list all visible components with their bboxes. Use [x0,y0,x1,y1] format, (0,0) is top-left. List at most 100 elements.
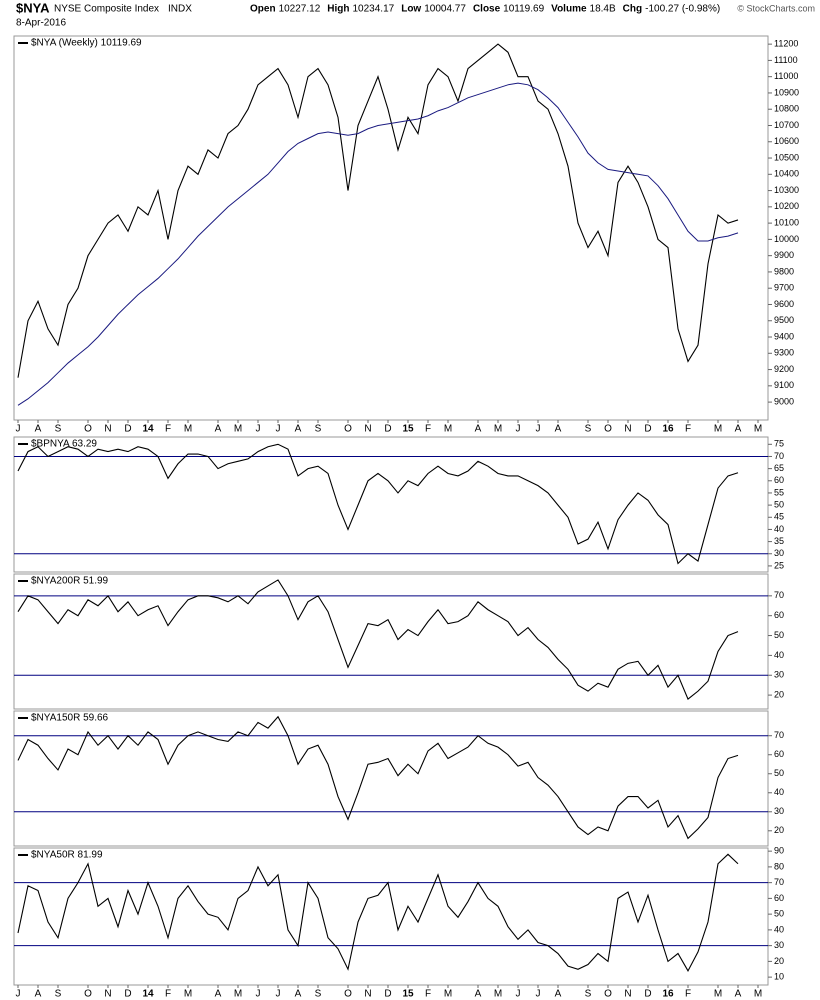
y-tick-label: 9300 [774,348,794,358]
y-tick-label: 9800 [774,266,794,276]
x-tick-label: 15 [402,989,414,1000]
y-tick-label: 30 [774,548,784,558]
y-tick-label: 10900 [774,87,799,97]
x-tick-label: S [55,424,62,435]
legend-label: $NYA200R 51.99 [31,576,109,587]
x-tick-label: J [276,424,281,435]
quote-value: 18.4B [590,4,616,15]
x-tick-label: A [215,989,222,1000]
x-tick-label: S [315,424,322,435]
x-tick-label: N [364,989,371,1000]
y-tick-label: 40 [774,787,784,797]
x-tick-label: A [35,989,42,1000]
y-tick-label: 70 [774,730,784,740]
x-tick-label: M [234,424,242,435]
y-tick-label: 50 [774,909,784,919]
x-tick-label: A [475,424,482,435]
y-tick-label: 9100 [774,380,794,390]
y-tick-label: 40 [774,650,784,660]
y-tick-label: 9700 [774,283,794,293]
x-tick-label: M [754,424,762,435]
series-line [17,43,739,378]
y-tick-label: 60 [774,749,784,759]
x-tick-label: D [384,424,391,435]
y-tick-label: 11100 [774,55,798,65]
y-tick-label: 9200 [774,364,794,374]
legend-label: $NYA150R 59.66 [31,713,109,724]
x-tick-label: F [165,989,171,1000]
y-tick-label: 50 [774,499,784,509]
panel-frame [13,573,769,710]
y-tick-label: 9900 [774,250,794,260]
y-tick-label: 70 [774,590,784,600]
x-tick-label: 16 [662,424,674,435]
x-tick-label: J [276,989,281,1000]
y-tick-label: 10 [774,972,784,982]
series-line [17,443,739,565]
x-tick-label: S [585,424,592,435]
x-tick-label: M [494,424,502,435]
x-tick-label: A [555,989,562,1000]
date: 8-Apr-2016 [16,18,66,29]
y-tick-label: 60 [774,610,784,620]
x-tick-label: 15 [402,424,414,435]
quote-value: 10227.12 [279,4,321,15]
y-tick-label: 50 [774,768,784,778]
x-tick-label: J [516,424,521,435]
x-tick-label: 14 [142,424,154,435]
legend-label: $NYA50R 81.99 [31,850,103,861]
index-name: NYSE Composite Index [54,4,159,15]
x-tick-label: J [16,989,21,1000]
x-tick-label: D [644,424,651,435]
quote-value: 10119.69 [503,4,544,15]
series-line [17,715,739,840]
y-tick-label: 40 [774,924,784,934]
x-tick-label: F [425,424,431,435]
x-tick-label: A [295,424,302,435]
credit: © StockCharts.com [737,3,815,13]
x-tick-label: O [344,989,352,1000]
series-line [17,853,739,972]
y-tick-label: 60 [774,475,784,485]
y-tick-label: 60 [774,893,784,903]
quote-label: Volume [551,4,587,15]
x-tick-label: N [624,989,631,1000]
x-tick-label: A [735,989,742,1000]
y-tick-label: 10200 [774,201,799,211]
quote-value: 10004.77 [424,4,466,15]
x-tick-label: A [475,989,482,1000]
x-tick-label: A [215,424,222,435]
x-tick-label: A [35,424,42,435]
x-tick-label: S [55,989,62,1000]
x-tick-label: N [104,424,111,435]
x-tick-label: D [384,989,391,1000]
x-tick-label: O [604,424,612,435]
y-tick-label: 10700 [774,120,799,130]
x-tick-label: 14 [142,989,154,1000]
y-tick-label: 10400 [774,169,799,179]
y-tick-label: 9600 [774,299,794,309]
x-tick-label: O [344,424,352,435]
y-tick-label: 10300 [774,185,799,195]
x-tick-label: M [714,989,722,1000]
y-tick-label: 55 [774,487,784,497]
y-tick-label: 70 [774,451,784,461]
x-tick-label: N [624,424,631,435]
x-tick-label: D [124,989,131,1000]
series-line [17,82,739,406]
x-tick-label: S [315,989,322,1000]
x-tick-label: M [714,424,722,435]
y-tick-label: 25 [774,560,784,570]
legend-label: $NYA (Weekly) 10119.69 [31,38,142,49]
quote-label: Chg [623,4,642,15]
y-tick-label: 80 [774,861,784,871]
x-tick-label: S [585,989,592,1000]
x-tick-label: F [165,424,171,435]
y-tick-label: 20 [774,956,784,966]
panel-frame [13,436,769,573]
y-tick-label: 70 [774,877,784,887]
x-tick-label: M [184,424,192,435]
panel-frame [13,710,769,847]
exchange: INDX [168,4,192,15]
